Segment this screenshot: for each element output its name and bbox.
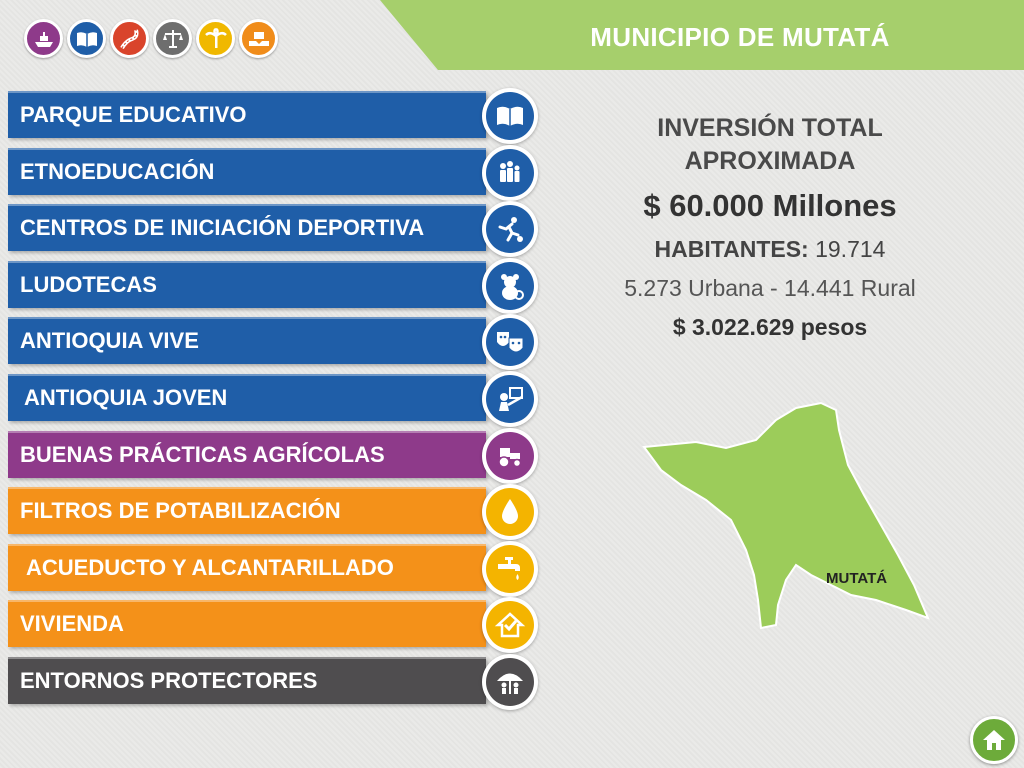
investment-title: INVERSIÓN TOTAL APROXIMADA xyxy=(657,114,883,175)
sports-icon xyxy=(486,205,534,254)
menu-item-label: ENTORNOS PROTECTORES xyxy=(20,667,318,693)
menu-bar xyxy=(8,91,486,138)
top-icon-bar xyxy=(24,19,278,58)
menu-item-buenas-practicas-agricolas[interactable]: BUENAS PRÁCTICAS AGRÍCOLAS xyxy=(8,427,542,484)
menu-item-label: CENTROS DE INICIACIÓN DEPORTIVA xyxy=(20,215,425,241)
menu-item-label: LUDOTECAS xyxy=(20,271,157,297)
menu-bar xyxy=(8,656,486,704)
boat-icon[interactable] xyxy=(24,19,63,58)
menu-item-label: PARQUE EDUCATIVO xyxy=(20,102,247,127)
faucet-icon xyxy=(486,544,534,593)
mutata-shape xyxy=(642,401,930,630)
population-split: 5.273 Urbana - 14.441 Rural xyxy=(624,275,916,301)
menu-item-centros-iniciacion-deportiva[interactable]: CENTROS DE INICIACIÓN DEPORTIVA xyxy=(8,201,542,258)
menu-item-antioquia-vive[interactable]: ANTIOQUIA VIVE xyxy=(8,314,542,371)
scales-icon[interactable] xyxy=(153,19,192,58)
menu-item-badge xyxy=(482,88,538,144)
menu-item-badge xyxy=(482,201,538,258)
menu-bar xyxy=(8,430,486,478)
program-menu: PARQUE EDUCATIVO ETNOEDUCACIÓN CENTROS D… xyxy=(8,88,542,711)
menu-item-badge xyxy=(482,484,538,541)
menu-item-label: ANTIOQUIA VIVE xyxy=(20,328,199,354)
book-icon xyxy=(486,92,534,140)
investment-amount: $ 60.000 Millones xyxy=(643,188,897,223)
menu-item-badge xyxy=(482,314,538,371)
per-capita-amount: $ 3.022.629 pesos xyxy=(672,314,868,340)
family-icon xyxy=(486,148,534,197)
home-icon xyxy=(983,730,1005,750)
menu-item-vivienda[interactable]: VIVIENDA xyxy=(8,597,542,654)
menu-bar xyxy=(8,373,486,421)
menu-item-badge xyxy=(482,144,538,201)
menu-item-acueducto-alcantarillado[interactable]: ACUEDUCTO Y ALCANTARILLADO xyxy=(8,540,542,597)
menu-item-label: ETNOEDUCACIÓN xyxy=(20,158,215,184)
menu-item-label: ANTIOQUIA JOVEN xyxy=(24,384,228,410)
road-icon[interactable] xyxy=(110,19,149,58)
book-icon[interactable] xyxy=(67,19,106,58)
teddy-bear-icon xyxy=(486,261,534,310)
menu-item-etnoeducacion[interactable]: ETNOEDUCACIÓN xyxy=(8,144,542,201)
water-drop-icon xyxy=(486,488,534,537)
menu-item-ludotecas[interactable]: LUDOTECAS xyxy=(8,257,542,314)
menu-item-badge xyxy=(482,257,538,314)
inhabitants-label: HABITANTES: xyxy=(654,236,809,262)
inhabitants: HABITANTES: 19.714 xyxy=(560,236,980,263)
hands-icon[interactable] xyxy=(239,19,278,58)
menu-item-badge xyxy=(482,540,538,597)
tractor-icon xyxy=(486,431,534,480)
menu-item-parque-educativo[interactable]: PARQUE EDUCATIVO xyxy=(8,88,542,144)
house-check-icon xyxy=(486,601,534,650)
menu-item-badge xyxy=(482,653,538,710)
theater-masks-icon xyxy=(486,318,534,367)
menu-item-filtros-potabilizacion[interactable]: FILTROS DE POTABILIZACIÓN xyxy=(8,484,542,541)
menu-item-label: BUENAS PRÁCTICAS AGRÍCOLAS xyxy=(20,441,385,467)
umbrella-family-icon xyxy=(486,657,534,706)
menu-item-label: VIVIENDA xyxy=(20,611,124,637)
menu-item-badge xyxy=(482,597,538,654)
header-band xyxy=(380,0,1024,70)
youth-icon xyxy=(486,374,534,423)
inhabitants-value: 19.714 xyxy=(815,236,886,262)
menu-bar xyxy=(8,317,486,365)
menu-bar xyxy=(8,147,486,195)
menu-bar xyxy=(8,487,486,535)
menu-item-badge xyxy=(482,370,538,427)
home-button[interactable] xyxy=(970,716,1018,764)
menu-bar xyxy=(8,260,486,308)
palm-tree-icon[interactable] xyxy=(196,19,235,58)
menu-item-badge xyxy=(482,427,538,484)
menu-item-label: ACUEDUCTO Y ALCANTARILLADO xyxy=(26,554,394,580)
menu-bar xyxy=(8,543,486,591)
menu-item-entornos-protectores[interactable]: ENTORNOS PROTECTORES xyxy=(8,653,542,710)
menu-bar xyxy=(8,600,486,648)
menu-item-label: FILTROS DE POTABILIZACIÓN xyxy=(20,498,341,524)
map-label: MUTATÁ xyxy=(826,570,888,587)
menu-item-antioquia-joven[interactable]: ANTIOQUIA JOVEN xyxy=(8,370,542,427)
investment-summary: INVERSIÓN TOTAL APROXIMADA $ 60.000 Mill… xyxy=(560,112,980,341)
menu-bar xyxy=(8,204,486,252)
municipality-map xyxy=(642,401,930,630)
page-title: MUNICIPIO DE MUTATÁ xyxy=(590,22,890,52)
